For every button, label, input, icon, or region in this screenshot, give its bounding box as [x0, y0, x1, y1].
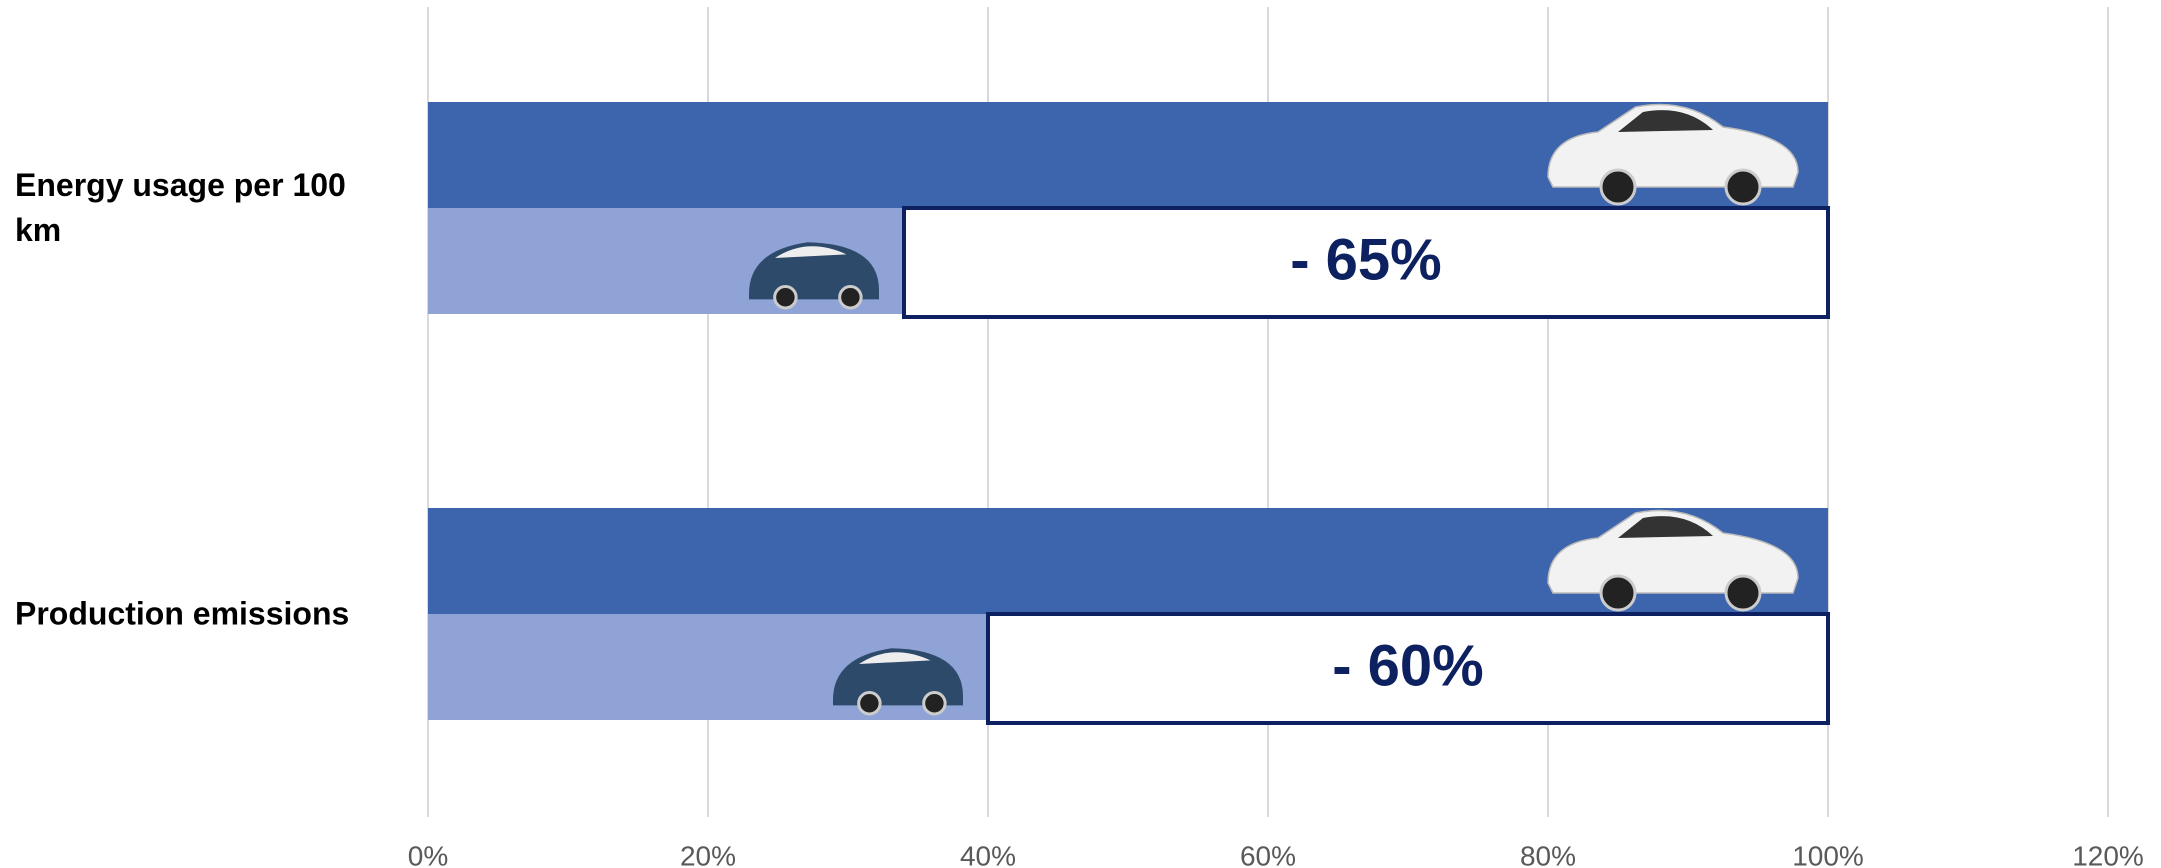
annotation-box	[986, 612, 1830, 725]
car-body	[1547, 103, 1799, 188]
annotation-box	[902, 206, 1830, 319]
car-icon	[833, 648, 963, 716]
car-wheel	[1724, 168, 1762, 206]
car-icon	[1547, 509, 1799, 612]
x-tick-label: 0%	[408, 840, 448, 868]
y-tick-label: Energy usage per 100 km	[15, 167, 346, 248]
car-window	[1618, 516, 1713, 538]
x-tick-label: 20%	[680, 840, 736, 868]
x-tick-label: 60%	[1240, 840, 1296, 868]
car-icon	[749, 242, 879, 310]
car-roof	[775, 246, 847, 258]
car-wheel	[838, 285, 863, 310]
y-tick-label: Production emissions	[15, 595, 350, 632]
car-window	[1618, 110, 1713, 132]
x-tick-label: 40%	[960, 840, 1016, 868]
x-tick-label: 120%	[2072, 840, 2144, 868]
car-wheel	[773, 285, 798, 310]
car-wheel	[922, 691, 947, 716]
car-wheel	[1724, 574, 1762, 612]
car-icon	[1547, 103, 1799, 206]
annotation: - 65%	[1290, 227, 1442, 292]
car-wheel	[1599, 574, 1637, 612]
car-roof	[859, 652, 931, 664]
car-wheel	[857, 691, 882, 716]
x-tick-label: 80%	[1520, 840, 1576, 868]
car-body	[1547, 509, 1799, 594]
car-wheel	[1599, 168, 1637, 206]
annotation: - 60%	[1332, 633, 1484, 698]
x-tick-label: 100%	[1792, 840, 1864, 868]
